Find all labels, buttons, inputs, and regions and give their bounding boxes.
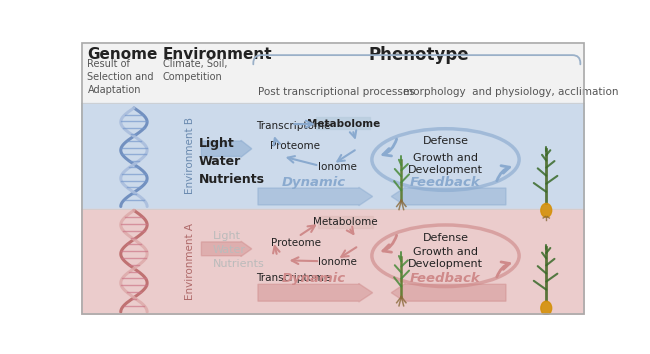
FancyArrow shape	[391, 284, 506, 302]
Text: Environment: Environment	[162, 47, 272, 62]
Text: Metabolome: Metabolome	[307, 119, 380, 129]
Text: Dynamic: Dynamic	[281, 176, 346, 189]
FancyArrow shape	[391, 187, 506, 206]
Text: Environment B: Environment B	[185, 117, 195, 194]
Text: Post transcriptional processes: Post transcriptional processes	[258, 87, 415, 97]
Bar	[318, 216, 372, 228]
Text: Proteome: Proteome	[271, 238, 321, 248]
Text: Growth and
Development: Growth and Development	[408, 246, 483, 269]
Text: Defense: Defense	[422, 233, 469, 244]
Text: Ionome: Ionome	[318, 257, 356, 267]
Text: Growth and
Development: Growth and Development	[408, 153, 483, 175]
FancyArrow shape	[258, 284, 372, 302]
FancyArrow shape	[202, 140, 252, 157]
Text: Feedback: Feedback	[410, 272, 481, 285]
FancyArrow shape	[258, 187, 372, 206]
Text: Transcriptome: Transcriptome	[255, 121, 330, 131]
Text: Dynamic: Dynamic	[281, 272, 346, 285]
Text: Genome: Genome	[88, 47, 158, 62]
Text: Result of
Selection and
Adaptation: Result of Selection and Adaptation	[88, 59, 154, 95]
Ellipse shape	[541, 301, 552, 315]
Text: Ionome: Ionome	[318, 162, 356, 172]
Text: Phenotype: Phenotype	[368, 46, 469, 64]
Text: Feedback: Feedback	[410, 176, 481, 189]
Text: Environment A: Environment A	[185, 223, 195, 301]
Text: Transcriptome: Transcriptome	[255, 274, 330, 284]
Text: Metabolome: Metabolome	[313, 217, 378, 227]
Ellipse shape	[541, 204, 552, 217]
Text: Light
Water
Nutrients: Light Water Nutrients	[213, 232, 265, 269]
Text: morphology  and physiology, acclimation: morphology and physiology, acclimation	[403, 87, 618, 97]
Text: Climate, Soil,
Competition: Climate, Soil, Competition	[162, 59, 227, 82]
Bar	[81, 103, 585, 209]
Bar	[316, 117, 370, 130]
Bar	[81, 209, 585, 315]
Text: Light
Water
Nutrients: Light Water Nutrients	[199, 137, 265, 186]
Text: Defense: Defense	[422, 136, 469, 147]
Bar	[81, 42, 585, 103]
Text: Proteome: Proteome	[270, 141, 320, 151]
FancyArrow shape	[202, 241, 252, 257]
